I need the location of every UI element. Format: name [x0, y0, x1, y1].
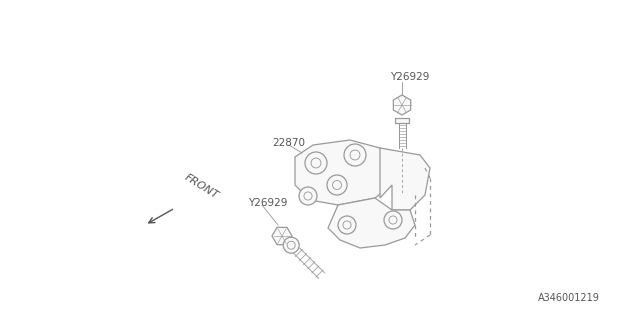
Text: FRONT: FRONT — [183, 172, 221, 201]
Circle shape — [389, 216, 397, 224]
Polygon shape — [380, 148, 430, 210]
Circle shape — [305, 152, 327, 174]
Circle shape — [384, 211, 402, 229]
Circle shape — [283, 237, 299, 253]
Polygon shape — [328, 198, 415, 248]
Circle shape — [350, 150, 360, 160]
Circle shape — [327, 175, 347, 195]
Circle shape — [304, 192, 312, 200]
Circle shape — [333, 180, 342, 189]
Circle shape — [311, 158, 321, 168]
Circle shape — [299, 187, 317, 205]
Polygon shape — [295, 140, 392, 205]
Text: Y26929: Y26929 — [390, 72, 429, 82]
Circle shape — [343, 221, 351, 229]
Circle shape — [344, 144, 366, 166]
Text: 22870: 22870 — [272, 138, 305, 148]
Circle shape — [338, 216, 356, 234]
Circle shape — [287, 241, 295, 249]
FancyBboxPatch shape — [395, 118, 409, 123]
Text: Y26929: Y26929 — [248, 198, 287, 208]
Polygon shape — [394, 95, 411, 115]
Text: A346001219: A346001219 — [538, 293, 600, 303]
Polygon shape — [272, 227, 292, 245]
